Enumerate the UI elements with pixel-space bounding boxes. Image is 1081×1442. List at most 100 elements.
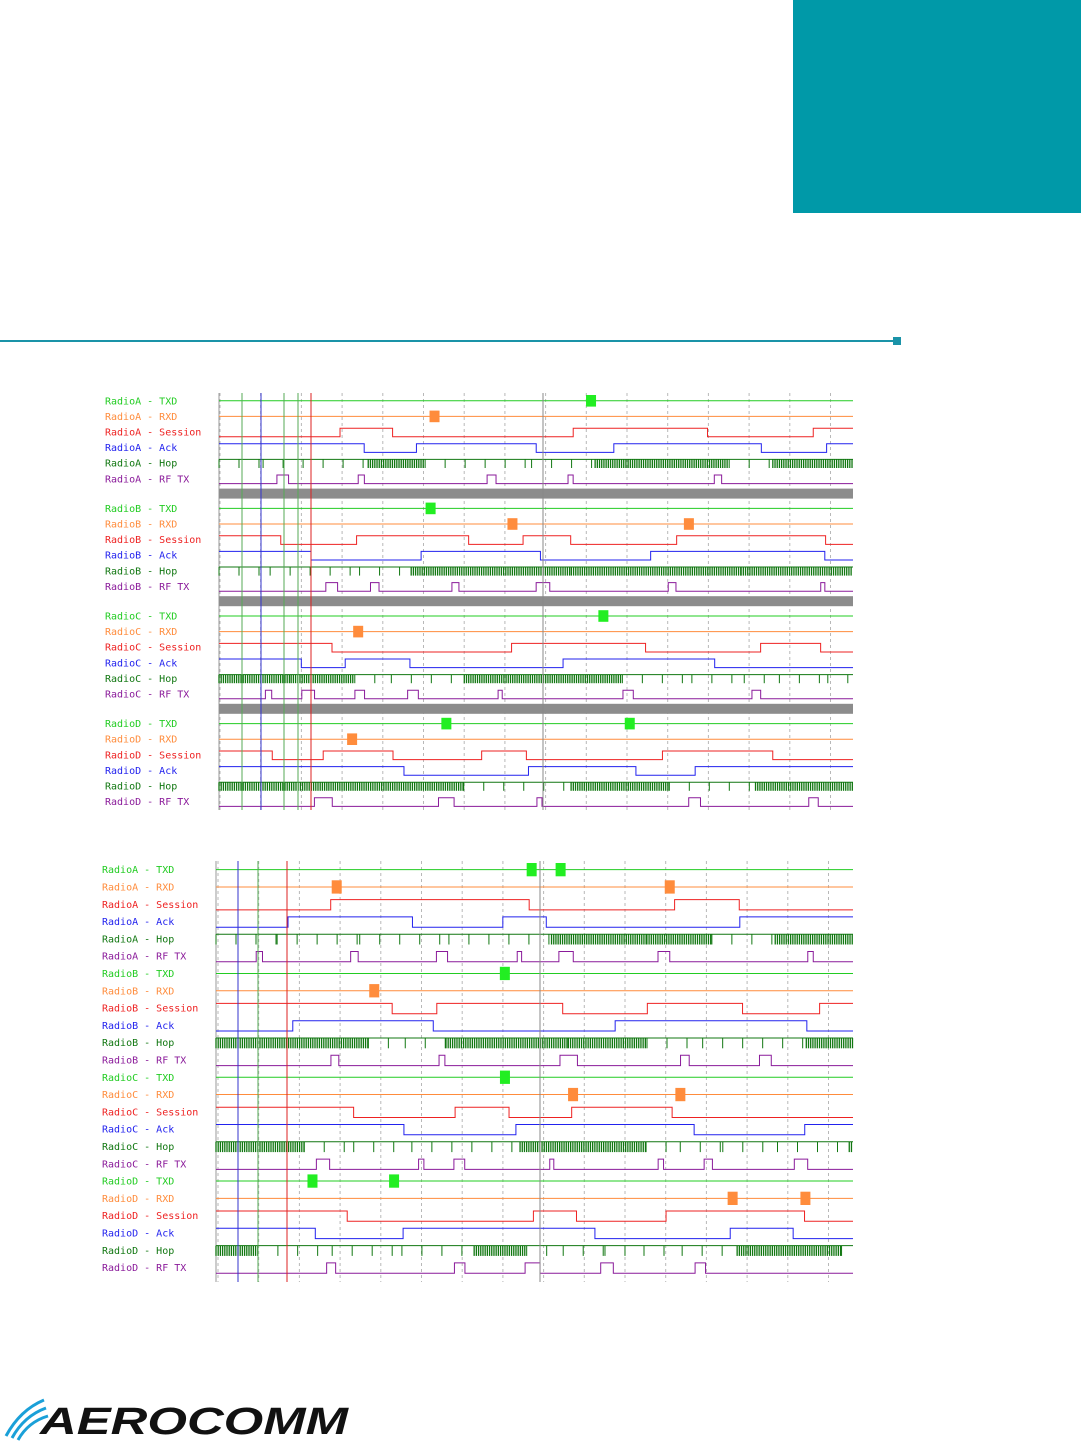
header-divider: [0, 340, 894, 342]
txd-data-block: [555, 863, 566, 877]
signal-label: RadioB - RXD: [105, 520, 177, 531]
signal-label: RadioD - TXD: [105, 719, 177, 730]
signal-label: RadioA - Hop: [105, 459, 177, 470]
signal-label: RadioC - RXD: [105, 627, 177, 638]
signal-trace: [219, 642, 853, 653]
signal-trace: [219, 474, 853, 485]
rxd-data-block: [429, 410, 440, 423]
txd-data-block: [526, 863, 537, 877]
signal-label: RadioC - RF TX: [105, 690, 189, 701]
signal-label: RadioD - Ack: [102, 1228, 174, 1239]
signal-label: RadioD - Hop: [102, 1246, 174, 1257]
signal-trace: [219, 689, 853, 700]
signal-trace: [216, 1002, 853, 1015]
signal-trace: [219, 582, 853, 592]
aerocomm-logo: AEROCOMM: [4, 1398, 350, 1442]
timing-diagrams: RadioA - TXD RadioA - RXD RadioA - Session…: [102, 393, 854, 1282]
signal-label: RadioB - RF TX: [105, 582, 189, 593]
signal-label: RadioB - Session: [105, 535, 201, 546]
group-separator-bar: [219, 488, 853, 499]
rxd-data-block: [800, 1191, 811, 1205]
signal-label: RadioD - RF TX: [105, 797, 189, 808]
signal-trace: [219, 750, 853, 761]
rxd-data-block: [683, 518, 694, 530]
logo-wordmark: AEROCOMM: [39, 1401, 350, 1442]
txd-data-block: [441, 717, 452, 730]
txd-data-block: [425, 502, 436, 515]
signal-label: RadioB - Ack: [105, 551, 177, 562]
signal-label: RadioB - RXD: [102, 986, 174, 997]
signal-label: RadioC - Hop: [105, 674, 177, 685]
signal-label: RadioC - Ack: [102, 1125, 174, 1136]
txd-data-block: [389, 1174, 400, 1188]
signal-label: RadioD - Session: [105, 750, 201, 761]
signal-label: RadioB - Hop: [102, 1038, 174, 1049]
signal-trace: [219, 550, 853, 561]
signal-trace: [216, 899, 853, 911]
rxd-data-block: [507, 518, 518, 530]
header-corner-tab: [793, 0, 1081, 213]
signal-trace: [216, 1210, 853, 1222]
signal-label: RadioB - TXD: [105, 504, 177, 515]
signal-label: RadioC - RF TX: [102, 1159, 186, 1170]
group-separator-bar: [219, 596, 853, 607]
signal-trace: [216, 1262, 853, 1274]
rxd-data-block: [675, 1087, 686, 1102]
rxd-data-block: [369, 984, 380, 998]
signal-label: RadioA - RXD: [105, 412, 177, 423]
signal-label: RadioA - RF TX: [102, 952, 186, 963]
rxd-data-block: [353, 625, 364, 638]
signal-label: RadioD - TXD: [102, 1177, 174, 1188]
signal-label: RadioA - Ack: [105, 443, 177, 454]
signal-label: RadioB - TXD: [102, 969, 174, 980]
signal-label: RadioD - RF TX: [102, 1263, 186, 1274]
rxd-data-block: [568, 1087, 579, 1102]
signal-label: RadioC - RXD: [102, 1090, 174, 1101]
txd-data-block: [499, 1070, 510, 1084]
signal-trace: [216, 1106, 853, 1118]
signal-trace: [219, 443, 853, 453]
signal-trace: [216, 1020, 853, 1032]
signal-label: RadioD - Hop: [105, 782, 177, 793]
signal-label: RadioC - TXD: [105, 612, 177, 623]
timing-diagram-2: RadioA - TXD RadioA - RXD RadioA - Session…: [102, 861, 854, 1282]
rxd-data-block: [727, 1191, 738, 1205]
txd-data-block: [624, 717, 635, 730]
signal-label: RadioB - Session: [102, 1004, 198, 1015]
signal-label: RadioC - Ack: [105, 658, 177, 669]
signal-trace: [216, 1158, 853, 1170]
rxd-data-block: [347, 733, 358, 745]
signal-label: RadioA - Hop: [102, 934, 174, 945]
signal-label: RadioB - Ack: [102, 1021, 174, 1032]
header-divider-end-dot: [893, 337, 901, 345]
signal-label: RadioC - Session: [102, 1107, 198, 1118]
signal-trace: [219, 797, 853, 807]
signal-label: RadioC - TXD: [102, 1073, 174, 1084]
signal-label: RadioA - TXD: [105, 396, 177, 407]
txd-data-block: [499, 966, 510, 981]
signal-label: RadioD - Session: [102, 1211, 198, 1222]
signal-trace: [219, 658, 853, 669]
signal-label: RadioA - RF TX: [105, 474, 189, 485]
signal-trace: [216, 1124, 853, 1136]
signal-label: RadioD - RXD: [102, 1194, 174, 1205]
txd-data-block: [586, 395, 597, 407]
signal-label: RadioA - Session: [105, 428, 201, 439]
signal-label: RadioC - Hop: [102, 1142, 174, 1153]
signal-label: RadioA - Session: [102, 900, 198, 911]
signal-trace: [219, 766, 853, 776]
signal-trace: [216, 1227, 853, 1240]
rxd-data-block: [331, 880, 342, 894]
txd-data-block: [598, 610, 609, 622]
signal-trace: [219, 535, 853, 545]
signal-trace: [216, 951, 853, 963]
signal-label: RadioD - Ack: [105, 766, 177, 777]
txd-data-block: [307, 1174, 318, 1188]
signal-trace: [216, 916, 853, 928]
signal-label: RadioB - RF TX: [102, 1055, 186, 1066]
wave-arcs-icon: [4, 1398, 49, 1441]
signal-label: RadioC - Session: [105, 643, 201, 654]
signal-label: RadioA - TXD: [102, 865, 174, 876]
signal-label: RadioA - RXD: [102, 882, 174, 893]
signal-label: RadioD - RXD: [105, 735, 177, 746]
